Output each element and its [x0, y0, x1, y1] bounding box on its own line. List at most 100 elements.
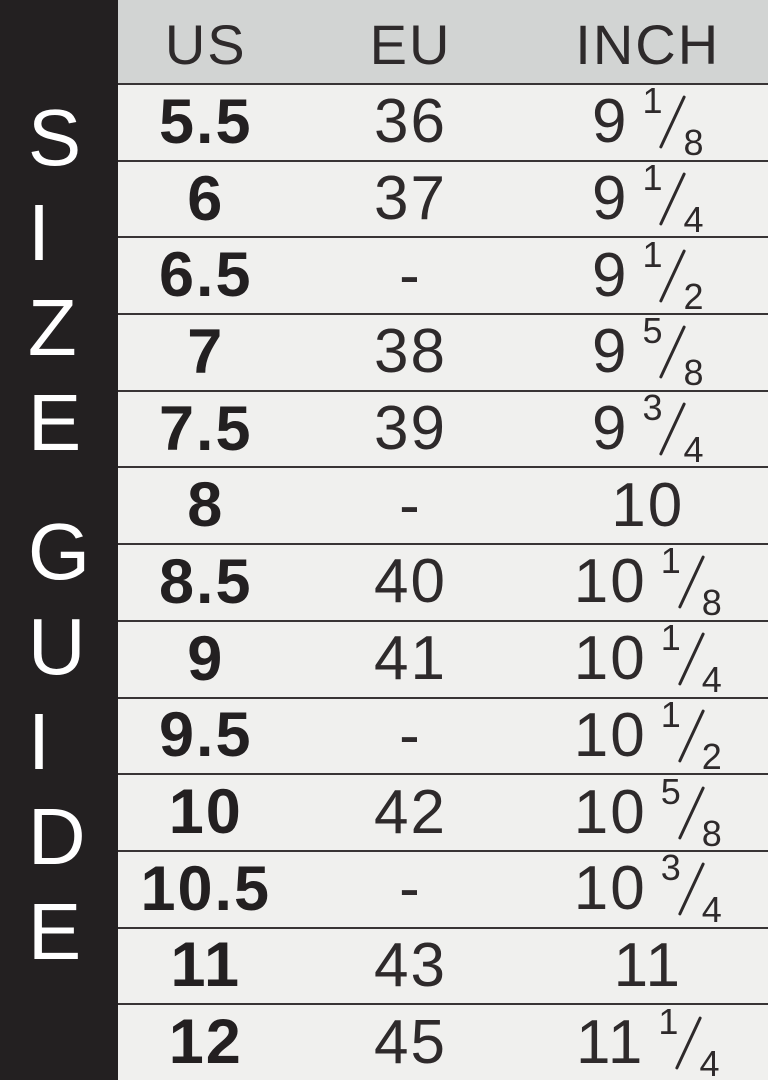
inch-size-value: 9 1 8	[528, 83, 769, 161]
size-row: 5.5 36 9 1 8	[118, 83, 769, 162]
size-row: 9 41 10 1 4	[118, 620, 769, 699]
us-size-value: 9	[187, 623, 225, 694]
inch-size-value: 10 1 8	[528, 543, 769, 621]
size-row: 7.5 39 9 3 4	[118, 390, 769, 469]
inch-size-value: 10 3 4	[528, 850, 769, 928]
inch-fraction: 5 8	[661, 773, 722, 851]
inch-whole-number: 10	[573, 777, 647, 847]
inch-fraction: 5 8	[642, 313, 703, 391]
inch-size-value: 9 3 4	[528, 390, 769, 468]
size-chart-header-row: US EU INCH	[118, 0, 768, 85]
us-size-value: 12	[168, 1007, 243, 1078]
us-size-value: 6.5	[158, 240, 253, 311]
fraction-numerator: 1	[660, 693, 681, 735]
fraction-denominator: 4	[701, 889, 722, 931]
eu-size-value: -	[399, 240, 422, 310]
inch-fraction: 1 8	[642, 83, 703, 161]
inch-whole-number: 11	[613, 930, 682, 1000]
inch-size-value: 11	[528, 930, 769, 1000]
eu-size-value: -	[399, 854, 422, 924]
eu-size-value: 41	[374, 624, 447, 694]
eu-size-value: 43	[374, 930, 447, 1000]
fraction-numerator: 1	[642, 157, 663, 199]
inch-fraction: 1 8	[661, 543, 722, 621]
size-row: 12 45 11 1 4	[118, 1003, 769, 1080]
size-row: 7 38 9 5 8	[118, 313, 769, 392]
inch-size-value: 11 1 4	[528, 1003, 769, 1080]
inch-size-value: 10 5 8	[528, 773, 769, 851]
title-letter: I	[27, 188, 51, 277]
fraction-denominator: 4	[701, 659, 722, 701]
eu-size-value: 38	[374, 317, 447, 387]
size-row: 9.5 - 10 1 2	[118, 696, 769, 776]
fraction-denominator: 2	[683, 275, 704, 317]
size-row: 6 37 9 1 4	[118, 160, 769, 239]
fraction-denominator: 8	[683, 352, 704, 394]
fraction-denominator: 4	[683, 429, 704, 471]
inch-size-value: 10 1 4	[528, 620, 769, 698]
size-row: 8.5 40 10 1 8	[118, 543, 769, 622]
column-header-us: US	[164, 13, 247, 76]
inch-whole-number: 10	[573, 700, 647, 770]
size-row: 6.5 - 9 1 2	[118, 236, 769, 316]
column-header-eu: EU	[369, 13, 452, 76]
us-size-value: 5.5	[158, 86, 253, 157]
inch-size-value: 9 5 8	[528, 313, 769, 391]
title-letter: G	[27, 507, 91, 596]
fraction-denominator: 2	[701, 735, 722, 777]
title-letter: S	[27, 93, 82, 182]
us-size-value: 8	[187, 470, 225, 541]
size-chart: US EU INCH 5.5 36 9 1 8 6 37 9 1 4	[118, 0, 768, 1080]
inch-fraction: 1 4	[661, 620, 722, 698]
inch-fraction: 1 2	[661, 696, 722, 774]
fraction-numerator: 3	[660, 847, 681, 889]
fraction-numerator: 1	[642, 233, 663, 275]
inch-whole-number: 10	[611, 470, 685, 540]
fraction-numerator: 3	[642, 387, 663, 429]
inch-fraction: 3 4	[642, 390, 703, 468]
eu-size-value: 42	[374, 777, 447, 847]
inch-fraction: 1 4	[642, 160, 703, 238]
us-size-value: 8.5	[158, 546, 253, 617]
fraction-numerator: 5	[660, 770, 681, 812]
us-size-value: 10	[168, 777, 243, 848]
fraction-denominator: 8	[701, 582, 722, 624]
fraction-numerator: 1	[642, 80, 663, 122]
us-size-value: 6	[187, 163, 225, 234]
column-header-inch: INCH	[575, 13, 721, 76]
fraction-numerator: 1	[658, 1000, 679, 1042]
inch-whole-number: 9	[591, 87, 629, 157]
us-size-value: 7	[187, 316, 225, 387]
eu-size-value: -	[399, 700, 422, 770]
size-row: 10 42 10 5 8	[118, 773, 769, 852]
inch-fraction: 1 4	[658, 1003, 719, 1080]
size-chart-body: 5.5 36 9 1 8 6 37 9 1 4 6.5 - 9	[118, 83, 769, 1080]
inch-fraction: 3 4	[661, 850, 722, 928]
eu-size-value: 45	[374, 1007, 447, 1077]
us-size-value: 9.5	[158, 700, 253, 771]
inch-whole-number: 9	[591, 317, 629, 387]
title-letter: I	[27, 697, 51, 786]
title-letter: E	[27, 887, 82, 976]
inch-whole-number: 9	[591, 394, 629, 464]
eu-size-value: 39	[374, 394, 447, 464]
eu-size-value: 36	[374, 87, 447, 157]
size-row: 10.5 - 10 3 4	[118, 850, 769, 929]
size-row: 8 - 10	[118, 468, 769, 546]
inch-whole-number: 9	[591, 240, 629, 310]
inch-size-value: 10	[528, 470, 769, 540]
title-letter: E	[27, 378, 82, 467]
inch-size-value: 10 1 2	[528, 696, 769, 774]
inch-size-value: 9 1 4	[528, 160, 769, 238]
title-letter: Z	[27, 283, 77, 372]
us-size-value: 10.5	[140, 853, 272, 924]
title-letter: D	[27, 792, 86, 881]
inch-whole-number: 11	[576, 1007, 645, 1077]
eu-size-value: 40	[374, 547, 447, 617]
title-letter: U	[27, 602, 86, 691]
inch-size-value: 9 1 2	[528, 236, 769, 314]
fraction-numerator: 1	[660, 540, 681, 582]
